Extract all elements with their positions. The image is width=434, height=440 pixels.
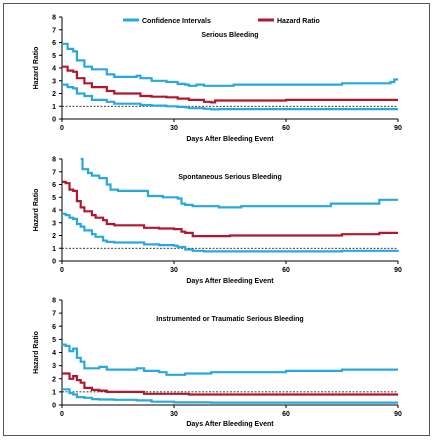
y-axis-title: Hazard Ratio bbox=[33, 189, 40, 232]
y-tick-label: 7 bbox=[52, 311, 56, 318]
y-tick-label: 6 bbox=[52, 182, 56, 189]
y-tick-label: 8 bbox=[52, 15, 56, 22]
x-tick-label: 60 bbox=[282, 125, 290, 132]
series-upper-ci-line bbox=[62, 343, 398, 376]
panel-title: Spontaneous Serious Bleeding bbox=[178, 174, 281, 181]
y-tick-label: 2 bbox=[52, 376, 56, 383]
y-tick-label: 5 bbox=[52, 195, 56, 202]
chart-panel-2: 0 1 2 3 4 5 6 7 8 0 30 60 90 Spontaneous Serious Blee… bbox=[33, 157, 402, 286]
x-tick-label: 90 bbox=[394, 267, 402, 274]
x-tick-label: 90 bbox=[394, 411, 402, 418]
x-tick-label: 30 bbox=[170, 411, 178, 418]
figure-frame bbox=[3, 3, 430, 436]
panel-title: Serious Bleeding bbox=[201, 32, 258, 39]
y-tick-label: 4 bbox=[52, 208, 56, 215]
y-tick-label: 1 bbox=[52, 389, 56, 396]
series-hazard-ratio-line bbox=[62, 180, 398, 238]
legend-ci-label: Confidence Intervals bbox=[142, 18, 211, 25]
x-tick-label: 0 bbox=[60, 411, 64, 418]
y-tick-label: 4 bbox=[52, 66, 56, 73]
y-tick-label: 4 bbox=[52, 350, 56, 357]
y-tick-label: 7 bbox=[52, 169, 56, 176]
series-upper-ci-line bbox=[62, 42, 398, 87]
x-tick-label: 0 bbox=[60, 125, 64, 132]
chart-panel-3: 0 1 2 3 4 5 6 7 8 0 30 60 90 Instrumented or Traumati… bbox=[33, 298, 402, 429]
x-tick-label: 30 bbox=[170, 125, 178, 132]
y-tick-label: 7 bbox=[52, 27, 56, 34]
series-lower-ci-line bbox=[62, 388, 398, 404]
series-lower-ci-line bbox=[62, 212, 400, 253]
y-tick-label: 1 bbox=[52, 246, 56, 253]
y-tick-label: 0 bbox=[52, 117, 56, 124]
y-tick-label: 0 bbox=[52, 259, 56, 266]
series-hazard-ratio-line bbox=[62, 372, 398, 396]
x-axis-title: Days After Bleeding Event bbox=[186, 421, 274, 428]
y-tick-label: 8 bbox=[52, 157, 56, 164]
y-tick-label: 5 bbox=[52, 337, 56, 344]
y-tick-label: 2 bbox=[52, 91, 56, 98]
chart-panel-1: 0 1 2 3 4 5 6 7 8 0 30 60 90 Serious Bleeding Days Aft… bbox=[33, 15, 402, 144]
x-axis-title: Days After Bleeding Event bbox=[186, 278, 274, 285]
y-axis-title: Hazard Ratio bbox=[33, 331, 40, 374]
y-tick-label: 0 bbox=[52, 403, 56, 410]
panel-title: Instrumented or Traumatic Serious Bleedi… bbox=[156, 316, 303, 323]
x-tick-label: 60 bbox=[282, 267, 290, 274]
legend-hr-label: Hazard Ratio bbox=[277, 18, 320, 25]
y-tick-label: 5 bbox=[52, 53, 56, 60]
y-tick-label: 8 bbox=[52, 298, 56, 305]
legend: Confidence Intervals Hazard Ratio bbox=[123, 18, 320, 25]
series-lower-ci-line bbox=[62, 83, 398, 111]
y-tick-label: 1 bbox=[52, 104, 56, 111]
y-tick-label: 6 bbox=[52, 324, 56, 331]
y-tick-label: 6 bbox=[52, 40, 56, 47]
y-tick-label: 2 bbox=[52, 233, 56, 240]
y-tick-label: 3 bbox=[52, 78, 56, 85]
y-tick-label: 3 bbox=[52, 220, 56, 227]
y-axis-title: Hazard Ratio bbox=[33, 47, 40, 90]
x-tick-label: 90 bbox=[394, 125, 402, 132]
x-axis-title: Days After Bleeding Event bbox=[186, 136, 274, 143]
x-tick-label: 60 bbox=[282, 411, 290, 418]
y-tick-label: 3 bbox=[52, 363, 56, 370]
series-upper-ci-line bbox=[80, 157, 398, 209]
x-tick-label: 0 bbox=[60, 267, 64, 274]
x-tick-label: 30 bbox=[170, 267, 178, 274]
series-hazard-ratio-line bbox=[62, 65, 398, 104]
